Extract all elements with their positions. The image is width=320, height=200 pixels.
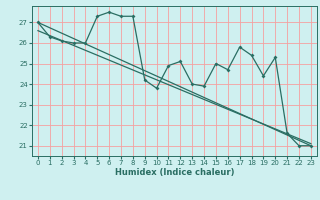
X-axis label: Humidex (Indice chaleur): Humidex (Indice chaleur) bbox=[115, 168, 234, 177]
